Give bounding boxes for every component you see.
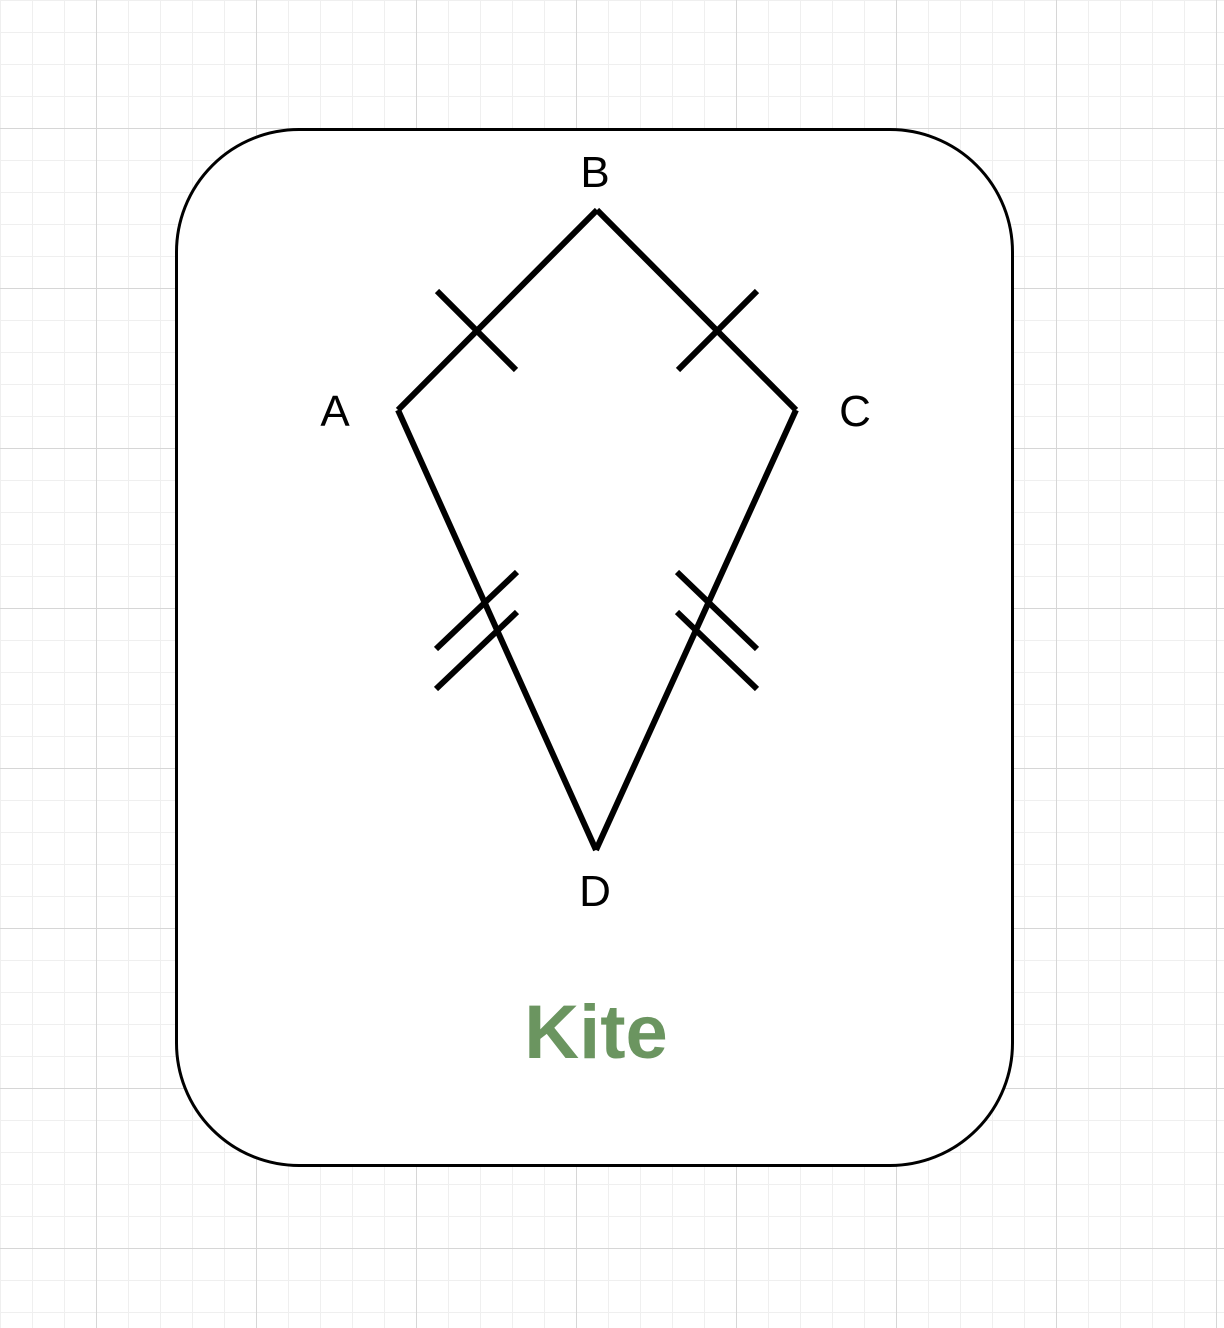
double-tick-mark-ad-2 (433, 609, 520, 692)
double-tick-mark-ad-1 (433, 569, 520, 652)
diagram-title: Kite (524, 990, 668, 1075)
tick-mark-bc (675, 288, 760, 373)
vertex-label-b: B (580, 148, 609, 197)
vertex-label-a: A (320, 387, 350, 436)
side-ab (395, 207, 600, 413)
tick-mark-ab (434, 288, 519, 373)
shape-card[interactable] (175, 128, 1014, 1167)
side-bc (594, 207, 799, 413)
double-tick-mark-cd-1 (674, 569, 760, 652)
vertex-label-c: C (839, 387, 871, 436)
double-tick-mark-cd-2 (674, 609, 760, 692)
vertex-label-d: D (579, 867, 611, 916)
